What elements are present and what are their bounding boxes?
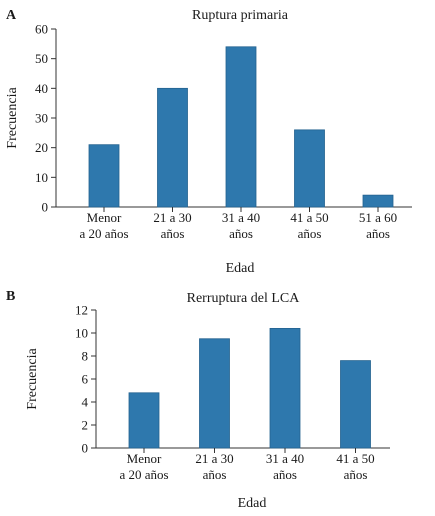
panel-a-ylabel: Frecuencia — [5, 87, 20, 149]
panel-b-xlabel: Edad — [238, 496, 267, 511]
panel-b-bar — [128, 392, 160, 449]
panel-b-y-tick-label: 0 — [82, 441, 89, 456]
panel-b-y-tick-label: 6 — [82, 372, 89, 387]
panel-a-bar — [294, 129, 325, 208]
panel-b-bar — [269, 327, 301, 449]
panel-a-y-tick-label: 10 — [35, 170, 48, 185]
panel-a-y-tick-label: 40 — [35, 81, 48, 96]
panel-b-y-tick-label: 4 — [82, 395, 89, 410]
panel-a-y-tick-label: 0 — [42, 200, 49, 215]
panel-a-x-tick-label: años — [229, 226, 253, 241]
panel-a-x-tick-label: años — [366, 226, 390, 241]
panel-a-xlabel: Edad — [226, 261, 255, 276]
panel-b-x-tick-label: a 20 años — [119, 467, 168, 482]
panel-b-y-tick-label: 10 — [75, 326, 88, 341]
panel-a-x-tick-label: a 20 años — [79, 226, 128, 241]
panel-a-x-tick-label: 51 a 60 — [359, 210, 397, 225]
panel-a-bar — [362, 194, 394, 208]
panel-b-x-tick-label: 31 a 40 — [266, 451, 304, 466]
panel-a-y-tick-label: 60 — [35, 22, 48, 37]
panel-b-title: Rerruptura del LCA — [187, 291, 301, 306]
panel-b-x-tick-label: 21 a 30 — [195, 451, 233, 466]
panel-a-x-tick-label: 21 a 30 — [153, 210, 191, 225]
panel-a-x-tick-label: años — [298, 226, 322, 241]
panel-b-x-tick-label: años — [344, 467, 368, 482]
panel-b-ylabel: Frecuencia — [25, 348, 40, 410]
panel-b-bar — [340, 360, 371, 449]
panel-a-x-tick-label: Menor — [87, 210, 122, 225]
panel-b-x-tick-label: años — [203, 467, 227, 482]
panel-a-letter: A — [6, 8, 17, 23]
panel-a-y-tick-label: 50 — [35, 51, 48, 66]
panel-a-x-tick-label: años — [161, 226, 185, 241]
panel-b-y-tick-label: 8 — [82, 349, 89, 364]
panel-b-letter: B — [6, 289, 15, 304]
panel-b-x-tick-label: Menor — [127, 451, 162, 466]
panel-a-title: Ruptura primaria — [192, 8, 289, 23]
panel-b-y-tick-label: 12 — [75, 303, 88, 318]
panel-a-y-tick-label: 30 — [35, 111, 48, 126]
panel-b-x-tick-label: 41 a 50 — [336, 451, 374, 466]
panel-a-x-tick-label: 31 a 40 — [222, 210, 260, 225]
panel-a-bar — [88, 144, 120, 208]
panel-a-x-tick-label: 41 a 50 — [290, 210, 328, 225]
panel-a-bar — [157, 87, 188, 208]
panel-b-bar — [199, 338, 230, 449]
panel-b-y-tick-label: 2 — [82, 418, 89, 433]
panel-a-bar — [225, 46, 257, 208]
panel-a-y-tick-label: 20 — [35, 140, 48, 155]
panel-b-x-tick-label: años — [273, 467, 297, 482]
